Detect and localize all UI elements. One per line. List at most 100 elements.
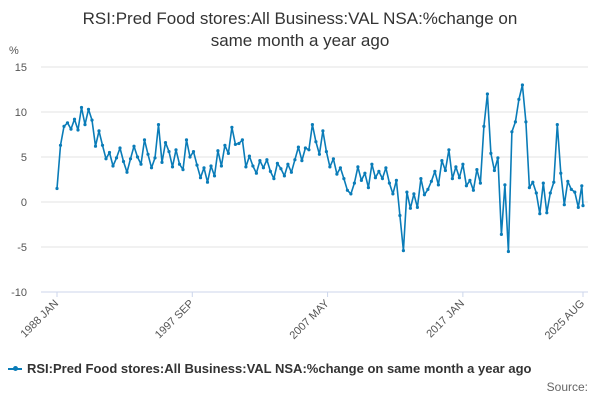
data-point [405, 190, 409, 194]
data-point [387, 181, 391, 185]
data-point [170, 165, 175, 169]
data-point [401, 249, 405, 253]
data-point [321, 129, 325, 133]
data-point [581, 204, 585, 208]
y-tick-label: -10 [11, 287, 27, 299]
data-point [128, 157, 133, 161]
data-point [111, 164, 115, 168]
data-point [125, 170, 129, 174]
data-point [475, 168, 479, 172]
data-point [541, 181, 545, 185]
data-point [314, 140, 318, 144]
data-point [156, 123, 161, 127]
data-point [191, 150, 196, 154]
data-point [163, 141, 168, 145]
data-point [104, 157, 108, 161]
y-axis-ticks: 15 10 5 0 -5 -10 [11, 62, 27, 299]
data-point [97, 129, 101, 133]
data-point [538, 212, 542, 216]
data-point [307, 148, 311, 152]
data-point [461, 162, 465, 166]
y-tick-label: 10 [15, 107, 27, 119]
data-point [566, 179, 570, 183]
data-point [520, 83, 525, 87]
legend: RSI:Pred Food stores:All Business:VAL NS… [8, 361, 531, 376]
data-point [482, 124, 486, 128]
data-point [135, 155, 140, 159]
data-point [440, 159, 444, 163]
data-point [506, 249, 510, 254]
x-tick-label: 2007 MAY [287, 297, 332, 342]
data-point [317, 152, 321, 156]
data-point [366, 186, 370, 190]
data-point [219, 164, 223, 168]
data-point [188, 155, 192, 159]
data-point [69, 127, 73, 131]
data-point [198, 176, 203, 180]
data-point [342, 177, 346, 181]
data-point [548, 191, 552, 195]
data-point [65, 121, 70, 125]
data-point [244, 165, 248, 169]
data-point [419, 177, 423, 181]
data-point [195, 163, 199, 167]
data-point [345, 188, 349, 192]
data-point [464, 184, 468, 188]
data-point [338, 166, 342, 170]
y-tick-label: 15 [15, 62, 27, 74]
data-point [408, 206, 412, 210]
data-point [545, 211, 549, 215]
y-axis-label: % [9, 45, 19, 57]
data-point [149, 166, 154, 170]
data-point [254, 171, 258, 175]
data-point [478, 181, 482, 185]
data-point [363, 171, 367, 175]
data-point [454, 165, 458, 169]
data-point [121, 159, 126, 164]
data-point [496, 156, 500, 160]
data-point [559, 171, 563, 175]
data-point [100, 143, 105, 147]
data-point [447, 148, 451, 152]
data-point [433, 169, 437, 173]
x-tick-label: 1988 JAN [18, 298, 61, 341]
data-point [167, 150, 171, 154]
data-point [93, 144, 98, 148]
data-point [492, 168, 496, 173]
data-point [58, 143, 63, 147]
data-point [373, 176, 377, 180]
data-point [562, 203, 566, 207]
data-point [275, 161, 279, 165]
data-point [153, 156, 157, 160]
data-point [415, 205, 419, 209]
y-tick-label: 5 [21, 152, 27, 164]
data-point [527, 186, 532, 190]
data-point [359, 178, 363, 182]
data-point [569, 187, 573, 191]
y-tick-label: -5 [17, 242, 27, 254]
data-point [265, 158, 269, 162]
data-point [377, 169, 381, 173]
data-point [356, 165, 360, 169]
data-point [555, 123, 559, 127]
data-point [181, 168, 185, 172]
chart-title: RSI:Pred Food stores:All Business:VAL NS… [0, 8, 600, 52]
data-point [230, 125, 234, 129]
data-point [499, 232, 503, 236]
data-point [524, 120, 528, 124]
series-line [56, 84, 584, 253]
data-point [580, 184, 584, 188]
data-point [272, 177, 276, 181]
legend-swatch [8, 364, 22, 374]
data-point [503, 183, 507, 187]
data-point [573, 190, 577, 194]
data-point [426, 187, 430, 191]
data-point [394, 178, 398, 182]
data-point [335, 172, 339, 176]
data-point [422, 193, 426, 197]
data-point [391, 192, 395, 196]
data-point [489, 151, 493, 155]
data-point [226, 151, 230, 155]
data-point [184, 138, 189, 142]
